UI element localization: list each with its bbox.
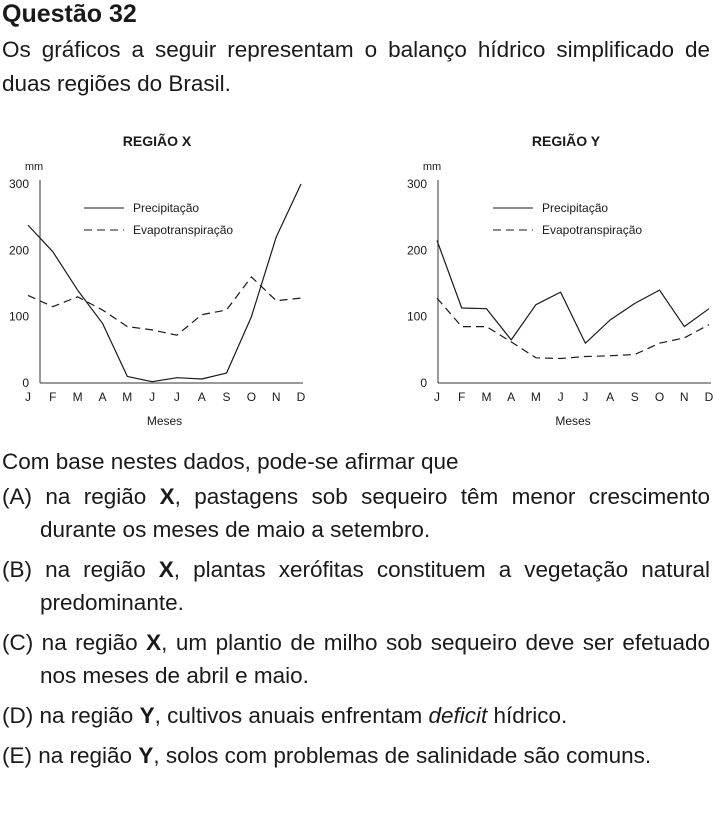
y-tick-label: 200 bbox=[9, 243, 29, 257]
x-tick-label: D bbox=[705, 390, 713, 404]
option-text-pre: na região bbox=[33, 630, 147, 655]
x-axis-label: Meses bbox=[555, 414, 590, 428]
legend-label: Precipitação bbox=[133, 201, 199, 215]
x-tick-label: A bbox=[198, 390, 206, 404]
question-number: Questão 32 bbox=[2, 0, 137, 28]
x-tick-label: S bbox=[631, 390, 639, 404]
option-text: , pastagens sob sequeiro têm menor cresc… bbox=[40, 484, 711, 542]
x-tick-label: O bbox=[247, 390, 256, 404]
chart-title: REGIÃO X bbox=[123, 132, 192, 149]
option-letter: (C) bbox=[2, 630, 34, 655]
option-text: , solos com problemas de salinidade são … bbox=[153, 743, 652, 768]
legend-label: Evapotranspiração bbox=[542, 223, 642, 237]
y-tick-label: 0 bbox=[420, 376, 427, 390]
option-text-pre: na região bbox=[32, 743, 139, 768]
option-text-pre: na região bbox=[33, 703, 140, 728]
option-region: Y bbox=[138, 743, 154, 768]
y-tick-label: 300 bbox=[407, 177, 427, 191]
question-intro: Os gráficos a seguir representam o balan… bbox=[2, 37, 710, 96]
x-tick-label: F bbox=[458, 390, 465, 404]
option-text: , cultivos anuais enfrentam bbox=[154, 703, 429, 728]
x-tick-label: J bbox=[174, 390, 180, 404]
option-c[interactable]: (C) na região X, um plantio de milho sob… bbox=[2, 626, 710, 692]
option-region: Y bbox=[139, 703, 155, 728]
x-tick-label: M bbox=[73, 390, 83, 404]
x-tick-label: M bbox=[122, 390, 132, 404]
answer-options: (A) na região X, pastagens sob sequeiro … bbox=[2, 480, 710, 779]
series-line bbox=[436, 240, 710, 344]
x-tick-label: J bbox=[149, 390, 155, 404]
x-tick-label: N bbox=[680, 390, 689, 404]
y-tick-label: 300 bbox=[9, 177, 29, 191]
option-text: , um plantio de milho sob sequeiro deve … bbox=[40, 630, 710, 688]
option-region: X bbox=[146, 630, 162, 655]
option-text-pre: na região bbox=[32, 557, 159, 582]
option-d[interactable]: (D) na região Y, cultivos anuais enfrent… bbox=[2, 699, 710, 732]
y-tick-label: 200 bbox=[407, 243, 427, 257]
x-tick-label: J bbox=[558, 390, 564, 404]
x-tick-label: J bbox=[434, 390, 440, 404]
x-tick-label: O bbox=[655, 390, 664, 404]
legend-label: Evapotranspiração bbox=[133, 223, 233, 237]
x-tick-label: D bbox=[297, 390, 306, 404]
question-stem: Com base nestes dados, pode-se afirmar q… bbox=[2, 449, 459, 474]
option-letter: (B) bbox=[2, 557, 32, 582]
option-emphasis: deficit bbox=[428, 703, 488, 728]
option-letter: (A) bbox=[2, 484, 32, 509]
option-a[interactable]: (A) na região X, pastagens sob sequeiro … bbox=[2, 480, 710, 546]
series-line bbox=[27, 276, 302, 336]
option-letter: (D) bbox=[2, 703, 34, 728]
chart-svg: REGIÃO X mm 0 100 200 300 J F M A M J J A S O N D Meses Pre… bbox=[9, 132, 306, 428]
option-b[interactable]: (B) na região X, plantas xerófitas const… bbox=[2, 553, 710, 619]
x-axis-label: Meses bbox=[147, 414, 182, 428]
series-line bbox=[436, 297, 710, 360]
x-tick-label: A bbox=[507, 390, 515, 404]
x-tick-label: S bbox=[223, 390, 231, 404]
x-tick-label: M bbox=[531, 390, 541, 404]
option-text-pre: na região bbox=[32, 484, 160, 509]
option-letter: (E) bbox=[2, 743, 32, 768]
legend-label: Precipitação bbox=[542, 201, 608, 215]
x-tick-label: M bbox=[481, 390, 491, 404]
y-tick-label: 0 bbox=[22, 376, 29, 390]
option-region: X bbox=[158, 557, 174, 582]
y-tick-label: 100 bbox=[407, 310, 427, 324]
x-tick-label: A bbox=[606, 390, 614, 404]
option-region: X bbox=[159, 484, 175, 509]
y-tick-label: 100 bbox=[9, 310, 29, 324]
chart-region-x: REGIÃO X mm 0 100 200 300 J F M A M J J A S O N D Meses Pre… bbox=[0, 128, 350, 433]
chart-region-y: REGIÃO Y mm 0 100 200 300 J F M A M J J A S O N D Meses Pre… bbox=[400, 128, 713, 433]
series-line bbox=[27, 183, 302, 383]
option-text: , plantas xerófitas constituem a vegetaç… bbox=[40, 557, 710, 615]
chart-title: REGIÃO Y bbox=[532, 132, 601, 149]
option-e[interactable]: (E) na região Y, solos com problemas de … bbox=[2, 739, 710, 772]
x-tick-label: F bbox=[49, 390, 56, 404]
chart-svg: REGIÃO Y mm 0 100 200 300 J F M A M J J A S O N D Meses Pre… bbox=[407, 132, 713, 428]
x-tick-label: J bbox=[582, 390, 588, 404]
x-tick-label: J bbox=[25, 390, 31, 404]
y-axis-unit: mm bbox=[423, 161, 441, 173]
x-tick-label: A bbox=[98, 390, 106, 404]
x-tick-label: N bbox=[272, 390, 281, 404]
option-text-tail: hídrico. bbox=[487, 703, 568, 728]
y-axis-unit: mm bbox=[25, 161, 43, 173]
